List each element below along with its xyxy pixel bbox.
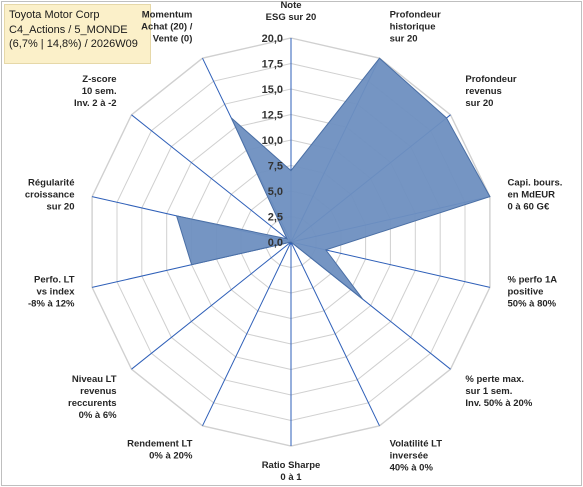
radar-series	[175, 57, 491, 300]
axis-label-line: sur 1 sem.	[465, 386, 512, 397]
axis-label-line: historique	[390, 22, 436, 33]
axis-label-line: Capi. bours.	[508, 178, 563, 189]
axis-label-line: 10 sem.	[82, 86, 117, 97]
axis-spoke	[131, 241, 292, 370]
axis-label: % perfo 1A positive 50% à 80%	[508, 275, 558, 310]
axis-label: Capi. bours. en MdEUR 0 à 60 G€	[508, 178, 563, 213]
axis-label-line: Inv. 2 à -2	[74, 98, 117, 109]
axis-label-line: Note	[280, 0, 301, 11]
tick-label: 17,5	[262, 59, 283, 71]
axis-label-line: Profondeur	[465, 74, 516, 85]
axis-label-line: ESG sur 20	[266, 12, 317, 23]
tick-label: 2,5	[268, 212, 283, 224]
axis-label-line: 0 à 60 G€	[508, 202, 550, 213]
axis-spoke	[131, 114, 292, 243]
axis-label: Rendement LT 0% à 20%	[127, 438, 193, 461]
axis-label: Note ESG sur 20	[266, 0, 317, 23]
axis-label-line: Volatilité LT	[390, 438, 443, 449]
axis-label-line: Inv. 50% à 20%	[465, 398, 532, 409]
axis-label-line: en MdEUR	[508, 190, 556, 201]
axis-label-line: sur 20	[47, 202, 75, 213]
axis-label-line: 0% à 20%	[149, 450, 193, 461]
tick-label: 15,0	[262, 84, 283, 96]
axis-label-line: revenus	[465, 86, 501, 97]
axis-label: Volatilité LT inversée 40% à 0%	[390, 438, 443, 473]
axis-label-line: positive	[508, 287, 544, 298]
axis-label-line: inversée	[390, 450, 429, 461]
radar-axis-labels: Note ESG sur 20 Profondeur historique sur 20…	[25, 0, 563, 483]
axis-label: Niveau LT revenus reccurents 0% à 6%	[68, 374, 117, 421]
axis-label: Profondeur historique sur 20	[390, 10, 441, 45]
title-company: Toyota Motor Corp	[9, 9, 100, 21]
axis-spoke	[290, 241, 380, 427]
axis-label: Ratio Sharpe 0 à 1	[262, 460, 321, 483]
axis-label-line: % perfo 1A	[508, 275, 558, 286]
axis-label-line: reccurents	[68, 398, 117, 409]
title-category: C4_Actions / 5_MONDE	[9, 23, 128, 36]
axis-label-line: revenus	[80, 386, 116, 397]
axis-label-line: Perfo. LT	[34, 275, 75, 286]
title-period: (6,7% | 14,8%) / 2026W09	[9, 38, 138, 50]
axis-label-line: Vente (0)	[153, 34, 193, 45]
axis-label-line: Rendement LT	[127, 438, 192, 449]
chart-title-box: Toyota Motor Corp C4_Actions / 5_MONDE (…	[4, 4, 151, 64]
axis-label: Perfo. LT vs index -8% à 12%	[28, 275, 75, 310]
axis-label: Régularité croissance sur 20	[25, 178, 75, 213]
axis-label-line: Z-score	[82, 74, 116, 85]
radar-tick-labels: 0,0 2,5 5,0 7,5 10,0 12,5 15,0 17,5 20,0	[262, 33, 283, 249]
axis-label-line: Profondeur	[390, 10, 441, 21]
axis-label-line: Momentum	[142, 10, 193, 21]
tick-label: 0,0	[268, 237, 283, 249]
axis-label: % perte max. sur 1 sem. Inv. 50% à 20%	[465, 374, 532, 409]
axis-label-line: Régularité	[28, 178, 74, 189]
axis-label-line: Niveau LT	[72, 374, 117, 385]
axis-label-line: vs index	[36, 287, 75, 298]
axis-label-line: sur 20	[465, 98, 493, 109]
tick-label: 12,5	[262, 110, 283, 122]
axis-label-line: sur 20	[390, 34, 418, 45]
axis-label-line: 0 à 1	[280, 472, 302, 483]
axis-label-line: % perte max.	[465, 374, 524, 385]
axis-label-line: Achat (20) /	[141, 22, 193, 33]
tick-label: 10,0	[262, 135, 283, 147]
axis-label-line: 0% à 6%	[79, 410, 118, 421]
axis-label-line: croissance	[25, 190, 75, 201]
axis-label-line: 40% à 0%	[390, 462, 434, 473]
axis-label: Momentum Achat (20) / Vente (0)	[141, 10, 193, 45]
axis-label-line: -8% à 12%	[28, 299, 75, 310]
tick-label: 7,5	[268, 161, 283, 173]
axis-label-line: 50% à 80%	[508, 299, 557, 310]
data-area	[175, 57, 491, 300]
tick-label: 20,0	[262, 33, 283, 45]
axis-label: Profondeur revenus sur 20	[465, 74, 516, 109]
axis-spoke	[202, 241, 292, 427]
axis-label: Z-score 10 sem. Inv. 2 à -2	[74, 74, 117, 109]
tick-label: 5,0	[268, 186, 283, 198]
axis-label-line: Ratio Sharpe	[262, 460, 321, 471]
